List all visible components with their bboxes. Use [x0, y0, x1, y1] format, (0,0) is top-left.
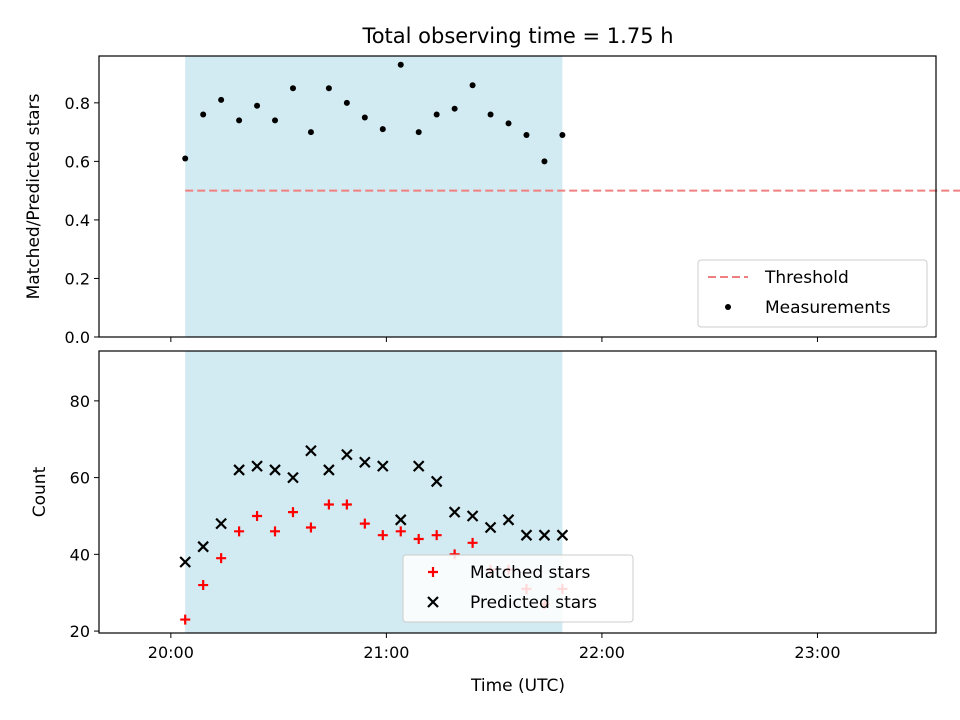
- y-tick-label: 0.4: [65, 211, 90, 230]
- series-predicted-stars: [179, 444, 569, 568]
- legend-matched-swatch: [428, 567, 438, 577]
- predicted-stars-point: [520, 529, 533, 541]
- y-tick-label: 0.2: [65, 269, 90, 288]
- legend-predicted-swatch: [427, 596, 439, 608]
- predicted-stars-point: [448, 506, 461, 518]
- matched-stars-point: [377, 530, 388, 541]
- matched-stars-point: [359, 518, 370, 529]
- matched-stars-point: [252, 510, 263, 521]
- y-axis-label: Count: [30, 466, 50, 517]
- y-tick-label: 20: [70, 622, 90, 641]
- matched-stars-point: [270, 526, 281, 537]
- measurement-point: [559, 132, 566, 139]
- predicted-stars-point: [197, 540, 209, 553]
- measurement-point: [433, 111, 440, 118]
- series-measurements: [182, 61, 566, 165]
- predicted-stars-point: [484, 521, 497, 534]
- measurement-point: [325, 85, 332, 92]
- legend-label: Threshold: [764, 268, 849, 288]
- y-axis-label: Matched/Predicted stars: [24, 93, 44, 299]
- x-tick-label: 23:00: [794, 643, 840, 662]
- count-panel: 2040608020:0021:0022:0023:0000:0001:0002…: [30, 350, 937, 662]
- x-tick-label: 22:00: [579, 643, 625, 662]
- predicted-stars-point: [215, 517, 227, 530]
- measurement-point: [361, 114, 368, 121]
- predicted-stars-point: [287, 471, 299, 484]
- predicted-stars-point: [466, 510, 479, 522]
- measurement-point: [505, 120, 512, 127]
- matched-stars-point: [431, 530, 442, 541]
- measurement-point: [379, 126, 386, 133]
- legend-label: Matched stars: [470, 563, 590, 583]
- matched-stars-point: [467, 537, 478, 548]
- predicted-stars-point: [502, 514, 515, 526]
- predicted-stars-point: [538, 529, 551, 541]
- figure-title: Total observing time = 1.75 h: [361, 24, 673, 48]
- ratio-panel: 0.0 0.2 0.4 0.6 0.8 Matched/Predicted stars Th…: [24, 55, 960, 347]
- measurement-point: [254, 102, 261, 109]
- axes-frame: [98, 55, 937, 338]
- predicted-stars-point: [323, 464, 335, 476]
- legend-label: Measurements: [765, 298, 891, 318]
- y-tick-label: 0.6: [65, 152, 90, 171]
- measurement-point: [397, 61, 404, 68]
- predicted-stars-point: [377, 460, 389, 472]
- matched-stars-point: [216, 553, 227, 564]
- predicted-stars-point: [394, 514, 407, 526]
- matched-stars-point: [234, 526, 245, 537]
- legend-box: [402, 554, 634, 623]
- observing-span-highlight: [185, 56, 563, 337]
- measurement-point: [218, 96, 225, 103]
- y-tick-label: 40: [70, 545, 90, 564]
- y-tick-label: 0.8: [65, 94, 90, 113]
- x-tick-label: 21:00: [363, 643, 409, 662]
- measurement-point: [451, 105, 458, 112]
- x-axis-label: Time (UTC): [470, 676, 565, 696]
- measurement-point: [272, 117, 279, 124]
- measurement-point: [487, 111, 494, 118]
- predicted-stars-point: [341, 448, 353, 461]
- y-tick-label: 60: [70, 469, 90, 488]
- matched-stars-point: [413, 534, 424, 544]
- measurement-point: [182, 155, 189, 162]
- y-tick-label: 80: [70, 392, 90, 411]
- predicted-stars-point: [251, 460, 263, 472]
- predicted-stars-point: [305, 444, 317, 457]
- predicted-stars-point: [179, 556, 191, 568]
- measurement-point: [200, 111, 207, 118]
- measurement-point: [289, 85, 296, 92]
- matched-stars-point: [287, 507, 298, 518]
- matched-stars-point: [198, 580, 209, 591]
- matched-stars-point: [341, 499, 352, 510]
- predicted-stars-point: [269, 464, 281, 476]
- legend: Threshold Measurements: [697, 259, 928, 328]
- y-tick-label: 0.0: [65, 328, 90, 347]
- legend-label: Predicted stars: [470, 593, 597, 613]
- predicted-stars-point: [233, 464, 245, 476]
- measurement-point: [469, 82, 476, 89]
- legend-box: [697, 259, 928, 328]
- measurement-point: [236, 117, 243, 124]
- legend: Matched stars Predicted stars: [402, 554, 634, 623]
- predicted-stars-point: [359, 456, 371, 469]
- predicted-stars-point: [430, 475, 443, 488]
- measurement-point: [307, 129, 314, 136]
- measurement-point: [415, 129, 422, 136]
- x-tick-label: 20:00: [148, 643, 194, 662]
- measurement-point: [541, 158, 548, 165]
- matched-stars-point: [323, 499, 334, 510]
- predicted-stars-point: [556, 529, 569, 541]
- axes-frame: [98, 350, 937, 634]
- matched-stars-point: [395, 526, 406, 537]
- measurement-point: [343, 99, 350, 106]
- matched-stars-point: [180, 614, 191, 625]
- matched-stars-point: [305, 522, 316, 533]
- legend-measurement-swatch: [725, 304, 731, 310]
- predicted-stars-point: [412, 460, 425, 472]
- measurement-point: [523, 132, 530, 139]
